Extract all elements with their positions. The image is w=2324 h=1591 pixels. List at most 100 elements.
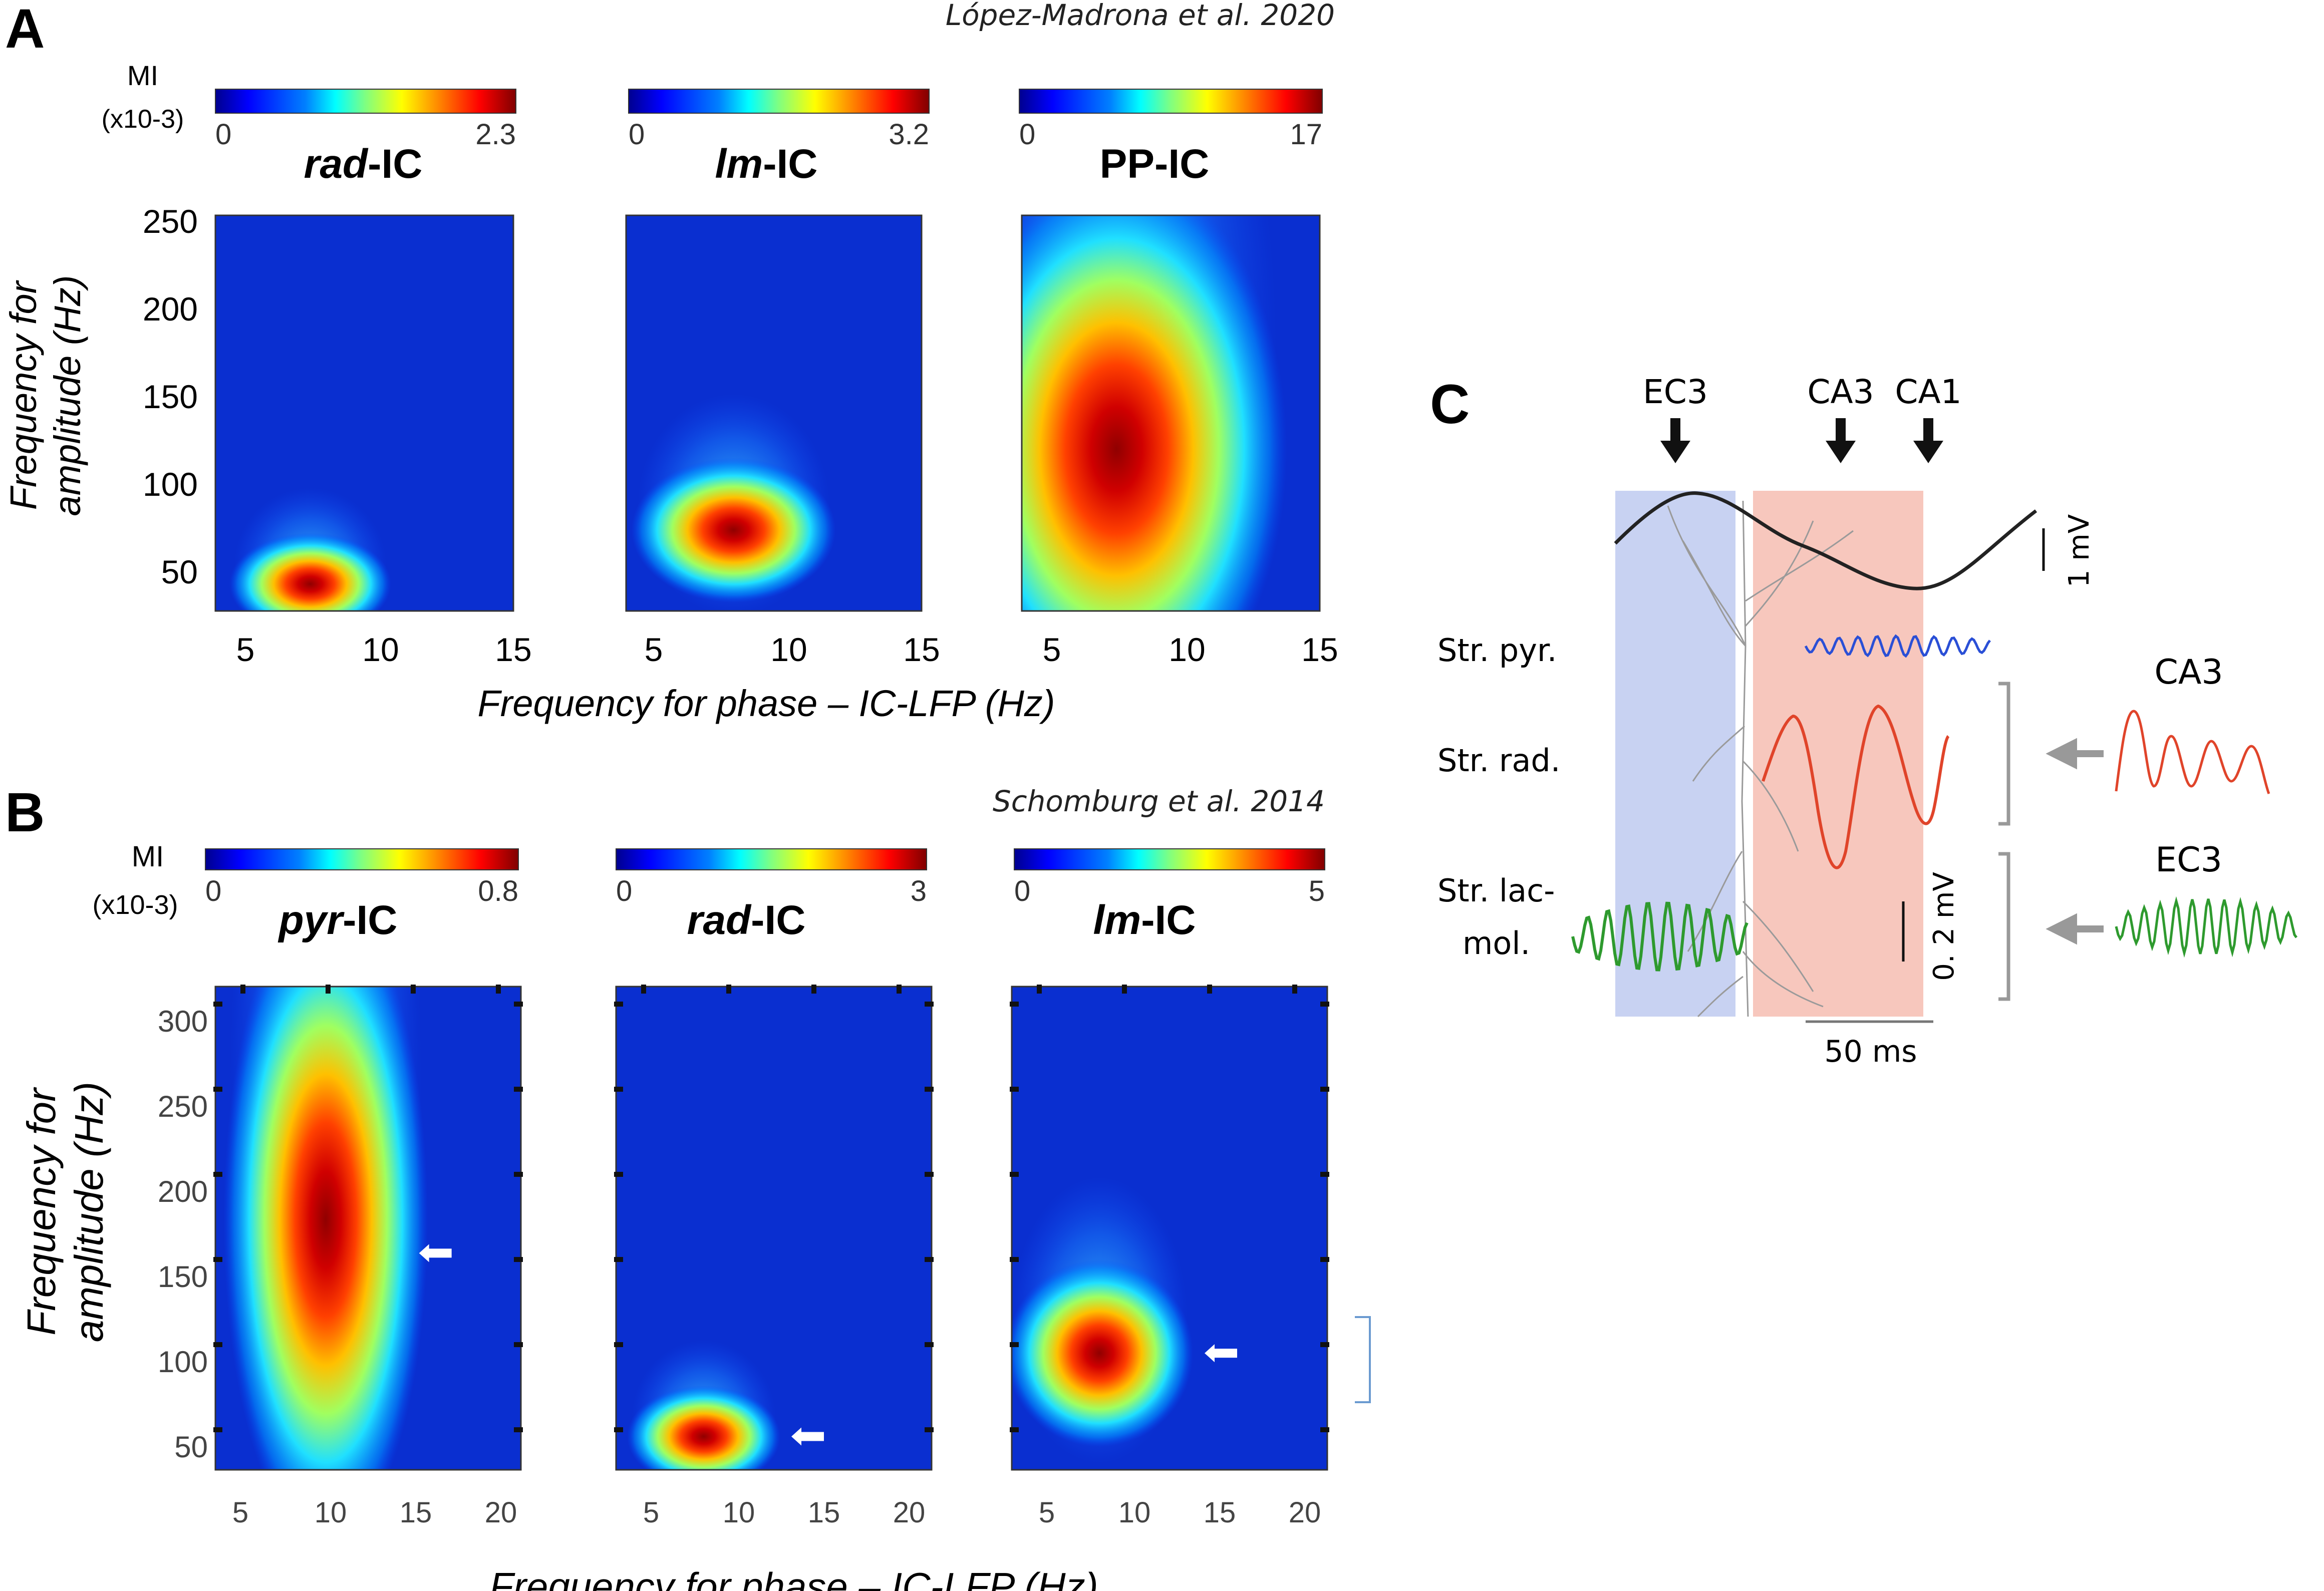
citation-a: López-Madrona et al. 2020 xyxy=(946,0,1335,32)
tick-mark xyxy=(1010,1342,1019,1347)
ytick-label: 200 xyxy=(158,1175,208,1208)
heatmap-title-rest: -IC xyxy=(368,141,422,187)
colorbar-max-label: 3.2 xyxy=(889,118,929,151)
heatmap-frame xyxy=(625,214,923,612)
tick-mark xyxy=(240,985,245,994)
layer-label-pyr: Str. pyr. xyxy=(1437,632,1557,669)
tick-mark xyxy=(897,985,902,994)
heatmap-title-rest: PP-IC xyxy=(1100,141,1210,187)
panel-letter-c: C xyxy=(1430,374,1470,435)
layer-label-rad: Str. rad. xyxy=(1437,742,1560,779)
xtick-label: 10 xyxy=(1169,631,1205,668)
top-markers: EC3 CA3 CA1 xyxy=(1643,373,1962,463)
tick-mark xyxy=(1010,1427,1019,1432)
heatmap-peak xyxy=(631,457,836,602)
colorbar-min-label: 0 xyxy=(215,118,231,151)
down-arrow-icon xyxy=(1913,418,1943,463)
tick-mark xyxy=(213,1342,222,1347)
blue-trace xyxy=(1804,634,1991,658)
colorbar-title-a-line2: (x10-3) xyxy=(102,105,184,134)
heatmap-frame xyxy=(615,986,933,1471)
tick-mark xyxy=(614,1342,623,1347)
colorbar-max-label: 2.3 xyxy=(475,118,516,151)
colorbar xyxy=(215,89,516,114)
side-trace-ca3 xyxy=(2115,710,2270,794)
heatmap-field xyxy=(626,215,922,611)
colorbar-min-label: 0 xyxy=(205,875,221,907)
colorbar xyxy=(616,848,927,870)
colorbar-min-label: 0 xyxy=(1019,118,1035,151)
tick-mark xyxy=(614,1257,623,1262)
xtick-label: 20 xyxy=(893,1496,926,1529)
tick-mark xyxy=(411,985,416,994)
tick-mark xyxy=(514,1172,523,1177)
ytick-label: 100 xyxy=(158,1345,208,1379)
heatmap-field xyxy=(215,215,513,611)
ytick-label: 50 xyxy=(174,1430,208,1464)
tick-mark xyxy=(1010,1087,1019,1092)
tick-mark xyxy=(514,1087,523,1092)
tick-mark xyxy=(641,985,646,994)
tick-mark xyxy=(514,1002,523,1007)
bracket-ca3 xyxy=(1998,682,2010,826)
top-label-ec3: EC3 xyxy=(1643,373,1708,411)
gray-arrow-icon xyxy=(2046,738,2104,770)
ytick-label: 100 xyxy=(143,466,198,503)
xtick-label: 10 xyxy=(770,631,807,668)
ylabel-a-line2: amplitude (Hz) xyxy=(47,275,88,516)
xlabel-b: Frequency for phase – IC-LFP (Hz) xyxy=(489,1564,1098,1591)
tick-mark xyxy=(213,1427,222,1432)
tick-mark xyxy=(213,1172,222,1177)
xtick-label: 15 xyxy=(1204,1496,1236,1529)
colorbar-max-label: 5 xyxy=(1309,875,1325,907)
white-arrow-icon xyxy=(1205,1344,1237,1363)
panel-c: EC3 CA3 CA1 Str. pyr. Str. rad. Str. lac… xyxy=(1437,373,2298,1069)
tick-mark xyxy=(1320,1427,1329,1432)
heatmap-3: 0 0.8 pyr-IC xyxy=(205,848,523,1471)
ytick-label: 50 xyxy=(161,553,198,590)
colorbar xyxy=(628,89,930,114)
colorbar-min-label: 0 xyxy=(629,118,645,151)
yticks-b: 300 250 200 150 100 50 xyxy=(158,1005,208,1464)
heatmap-frame xyxy=(1021,214,1321,612)
colorbar-max-label: 3 xyxy=(911,875,927,907)
white-arrow-icon xyxy=(791,1427,824,1446)
xtick-label: 10 xyxy=(723,1496,755,1529)
ytick-label: 150 xyxy=(143,378,198,415)
colorbar-min-label: 0 xyxy=(1014,875,1030,907)
white-arrow-icon xyxy=(419,1244,452,1262)
tick-mark xyxy=(726,985,731,994)
scale-label-ms: 50 ms xyxy=(1824,1034,1917,1069)
heatmap-5: 0 5 lm-IC xyxy=(1010,848,1329,1471)
tick-mark xyxy=(1320,1257,1329,1262)
tick-mark xyxy=(1320,1002,1329,1007)
heatmap-title: PP-IC xyxy=(1100,141,1210,187)
xtick-label: 15 xyxy=(495,631,531,668)
panel-a: MI (x10-3) Frequency for amplitude (Hz) … xyxy=(3,60,1338,724)
panel-letter-b: B xyxy=(5,782,45,843)
heatmap-2: 0 17 PP-IC xyxy=(1019,89,1323,612)
tick-mark xyxy=(496,985,501,994)
gray-arrow-icon xyxy=(2046,913,2104,945)
heatmap-frame xyxy=(214,214,514,612)
top-label-ca1: CA1 xyxy=(1895,373,1961,411)
bracket-marker xyxy=(1355,1316,1371,1403)
red-trace xyxy=(1762,704,1950,869)
side-trace-ec3 xyxy=(2115,896,2298,958)
tick-mark xyxy=(1122,985,1127,994)
tick-mark xyxy=(925,1002,934,1007)
heatmap-field xyxy=(1022,215,1320,611)
tick-mark xyxy=(514,1342,523,1347)
heatmap-title-rest: -IC xyxy=(1141,897,1196,943)
xtick-label: 15 xyxy=(808,1496,840,1529)
ytick-label: 250 xyxy=(158,1090,208,1123)
tick-mark xyxy=(1320,1342,1329,1347)
heatmap-0: 0 2.3 rad-IC xyxy=(214,89,516,612)
xtick-label: 5 xyxy=(645,631,663,668)
ylabel-b-line1: Frequency for xyxy=(19,1087,64,1336)
xtick-label: 20 xyxy=(485,1496,517,1529)
panel-b: MI (x10-3) Frequency for amplitude (Hz) … xyxy=(19,840,1371,1591)
heatmap-title: lm-IC xyxy=(1093,897,1196,943)
